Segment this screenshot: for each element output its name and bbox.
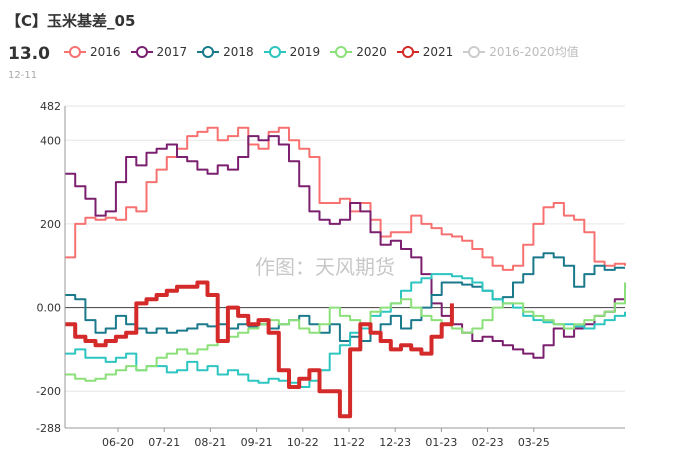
x-tick-label: 11-22 xyxy=(333,436,365,449)
legend-marker-icon xyxy=(396,45,419,58)
y-tick-label: 482 xyxy=(40,100,61,113)
legend-label: 2016 xyxy=(90,44,121,59)
legend-item[interactable]: 2016-2020均值 xyxy=(463,43,579,60)
x-tick-label: 10-22 xyxy=(287,436,319,449)
series-line-2018 xyxy=(65,252,625,342)
x-tick-label: 03-25 xyxy=(518,436,550,449)
series-line-2021 xyxy=(65,280,454,419)
series-line-2016 xyxy=(65,126,626,271)
y-tick-label: -288 xyxy=(36,422,61,435)
x-tick-label: 07-21 xyxy=(148,436,180,449)
y-tick-label: 400 xyxy=(40,134,61,147)
x-tick-label: 08-21 xyxy=(194,436,226,449)
y-tick-label: -200 xyxy=(36,385,61,398)
legend-label: 2021 xyxy=(422,44,454,59)
legend-marker-icon xyxy=(463,45,486,58)
latest-date: 12-11 xyxy=(8,70,38,81)
legend-marker-icon xyxy=(64,45,86,58)
series-line-2017 xyxy=(65,135,625,359)
legend-label: 2019 xyxy=(289,44,321,59)
legend-marker-icon xyxy=(330,45,353,58)
legend-marker-icon xyxy=(197,45,220,58)
legend-item[interactable]: 2016 xyxy=(64,45,121,59)
legend-label: 2018 xyxy=(223,44,254,59)
x-tick-label: 01-23 xyxy=(425,436,457,449)
x-tick-label: 06-20 xyxy=(102,436,134,449)
legend-item[interactable]: 2021 xyxy=(396,44,454,59)
latest-value: 13.0 xyxy=(8,44,50,64)
series-line-2019 xyxy=(65,273,626,388)
legend-item[interactable]: 2018 xyxy=(197,45,254,59)
legend-item[interactable]: 2020 xyxy=(330,45,387,59)
legend-label: 2017 xyxy=(156,44,188,59)
y-tick-label: 200 xyxy=(40,218,61,231)
watermark: 作图：天风期货 xyxy=(255,255,395,279)
series-line-2020 xyxy=(65,282,626,382)
legend-item[interactable]: 2017 xyxy=(130,44,188,59)
chart-legend: 2016 2017 2018 2019 2020 2021 2016-2020均值 xyxy=(64,43,589,60)
legend-marker-icon xyxy=(263,45,286,58)
chart-title: 【C】玉米基差_05 xyxy=(6,12,136,30)
legend-item[interactable]: 2019 xyxy=(263,44,321,59)
legend-label: 2016-2020均值 xyxy=(489,45,579,59)
legend-marker-icon xyxy=(130,45,153,58)
legend-label: 2020 xyxy=(356,44,387,59)
y-tick-label: 0.00 xyxy=(37,302,62,315)
x-tick-label: 02-23 xyxy=(472,436,504,449)
x-tick-label: 09-21 xyxy=(241,436,273,449)
x-tick-label: 12-23 xyxy=(379,436,411,449)
